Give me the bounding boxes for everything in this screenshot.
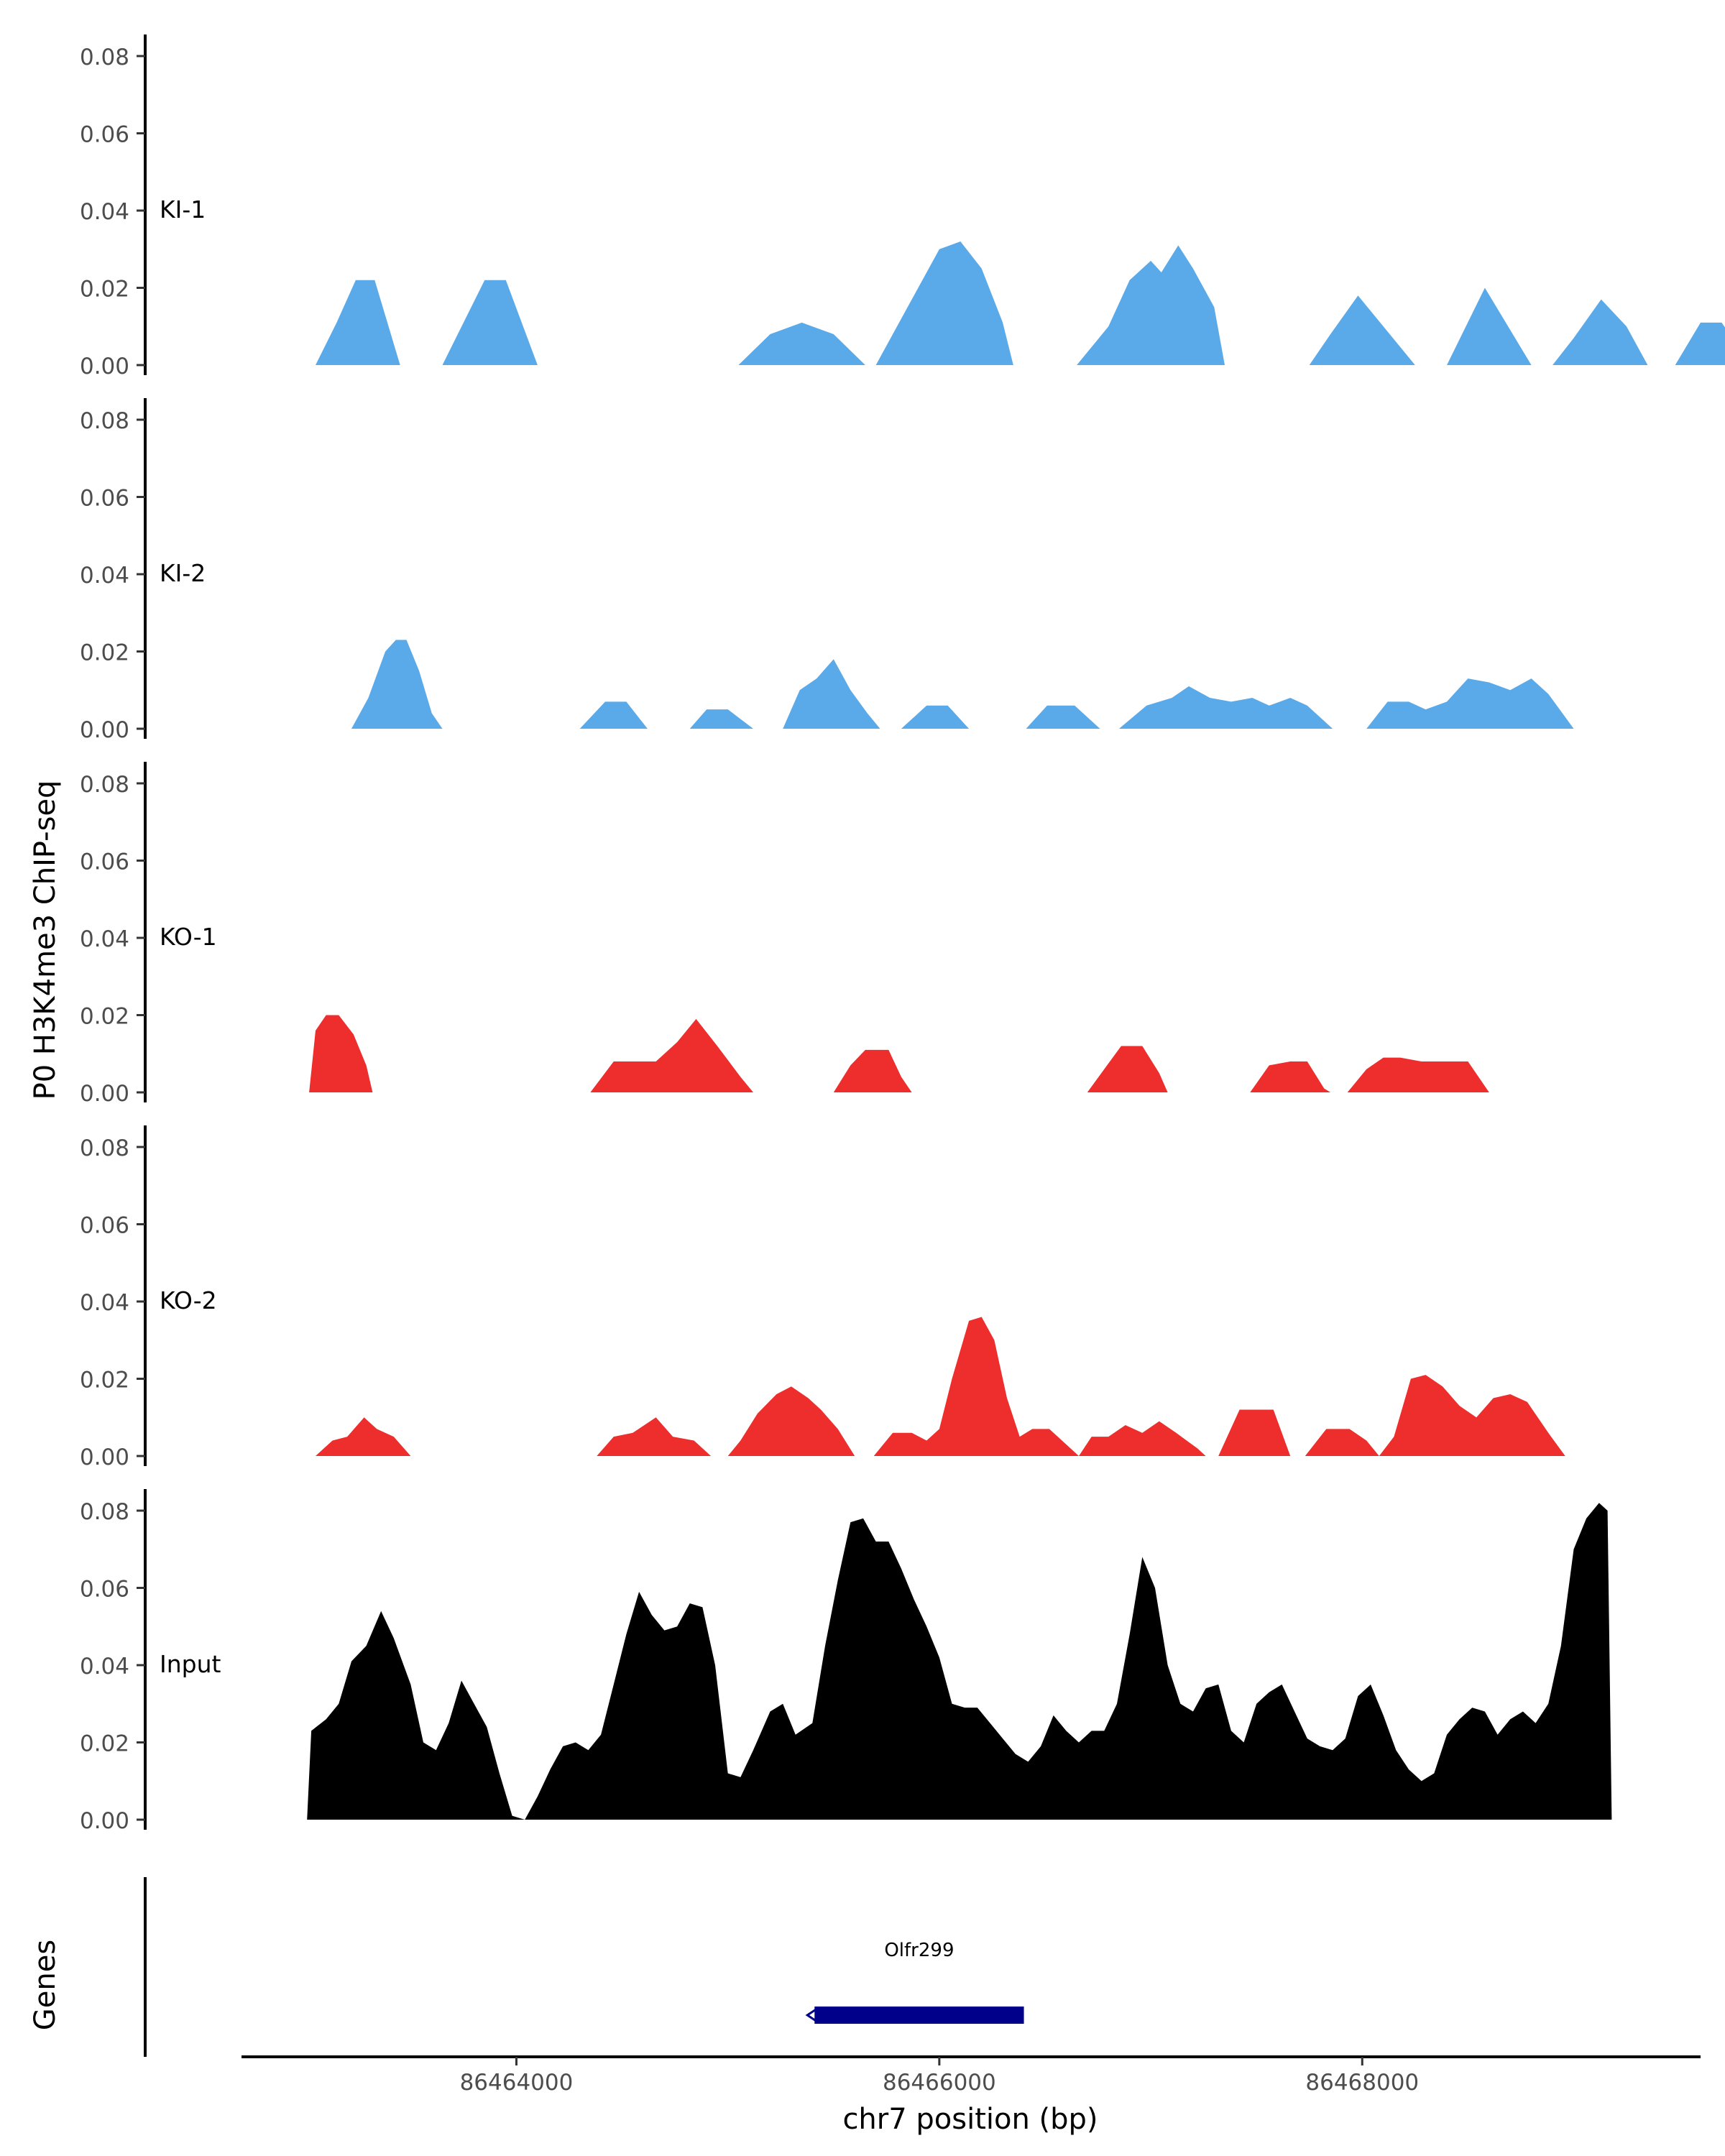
- y-tick-label: 0.04: [80, 1654, 129, 1680]
- y-tick-label: 0.06: [80, 1213, 129, 1239]
- y-tick-label: 0.00: [80, 1445, 129, 1470]
- y-tick-label: 0.00: [80, 354, 129, 379]
- gene-label: Olfr299: [884, 1940, 954, 1961]
- track-label: KI-2: [160, 559, 206, 587]
- signal-area-ko-1: [309, 1015, 1725, 1092]
- gene-strand-arrow: [805, 2008, 817, 2022]
- track-label: Input: [160, 1650, 221, 1678]
- x-tick-label: 86466000: [883, 2070, 996, 2096]
- track-label: KI-1: [160, 195, 206, 224]
- y-tick-label: 0.04: [80, 199, 129, 225]
- y-tick-label: 0.08: [80, 45, 129, 70]
- genes-panel: Genes Olfr299: [29, 1877, 1024, 2057]
- y-tick-label: 0.00: [80, 717, 129, 743]
- x-axis: chr7 position (bp) 86464000 86466000 86468…: [242, 2055, 1701, 2136]
- track-ko-2: 0.00 0.02 0.04 0.06 0.08 KO-2: [80, 1125, 1725, 1470]
- track-panels: 0.00 0.02 0.04 0.06 0.08 KI-1 0.00 0.02 0.04 0.06…: [80, 34, 1725, 1834]
- y-tick-label: 0.08: [80, 1499, 129, 1525]
- x-tick-label: 86464000: [460, 2070, 574, 2096]
- y-tick-label: 0.06: [80, 849, 129, 875]
- y-tick-label: 0.08: [80, 772, 129, 798]
- y-tick-label: 0.02: [80, 1731, 129, 1757]
- signal-area-ki-2: [351, 640, 1725, 729]
- y-tick-label: 0.04: [80, 1290, 129, 1316]
- y-tick-label: 0.06: [80, 122, 129, 148]
- signal-area-input: [307, 1503, 1612, 1820]
- y-tick-label: 0.08: [80, 1135, 129, 1161]
- y-tick-label: 0.02: [80, 1368, 129, 1393]
- y-tick-label: 0.00: [80, 1808, 129, 1834]
- y-tick-label: 0.06: [80, 486, 129, 512]
- track-label: KO-2: [160, 1286, 217, 1314]
- y-tick-label: 0.02: [80, 1004, 129, 1030]
- track-input: 0.00 0.02 0.04 0.06 0.08 Input: [80, 1489, 1612, 1834]
- y-axis-label: P0 H3K4me3 ChIP-seq: [29, 780, 62, 1100]
- y-tick-label: 0.00: [80, 1081, 129, 1107]
- signal-area-ki-1: [316, 241, 1725, 365]
- y-tick-label: 0.04: [80, 563, 129, 589]
- x-tick-label: 86468000: [1305, 2070, 1419, 2096]
- gene-items: Olfr299: [805, 1940, 1024, 2024]
- genes-label: Genes: [29, 1940, 62, 2030]
- y-tick-label: 0.08: [80, 408, 129, 434]
- y-tick-label: 0.02: [80, 640, 129, 666]
- signal-area-ko-2: [316, 1317, 1725, 1456]
- track-ki-2: 0.00 0.02 0.04 0.06 0.08 KI-2: [80, 398, 1725, 743]
- gene-body: [814, 2007, 1024, 2024]
- y-tick-label: 0.04: [80, 926, 129, 952]
- track-ko-1: 0.00 0.02 0.04 0.06 0.08 KO-1: [80, 762, 1725, 1107]
- y-tick-label: 0.06: [80, 1577, 129, 1603]
- y-tick-label: 0.02: [80, 277, 129, 303]
- track-label: KO-1: [160, 923, 217, 951]
- x-axis-label: chr7 position (bp): [842, 2103, 1098, 2136]
- track-ki-1: 0.00 0.02 0.04 0.06 0.08 KI-1: [80, 34, 1725, 379]
